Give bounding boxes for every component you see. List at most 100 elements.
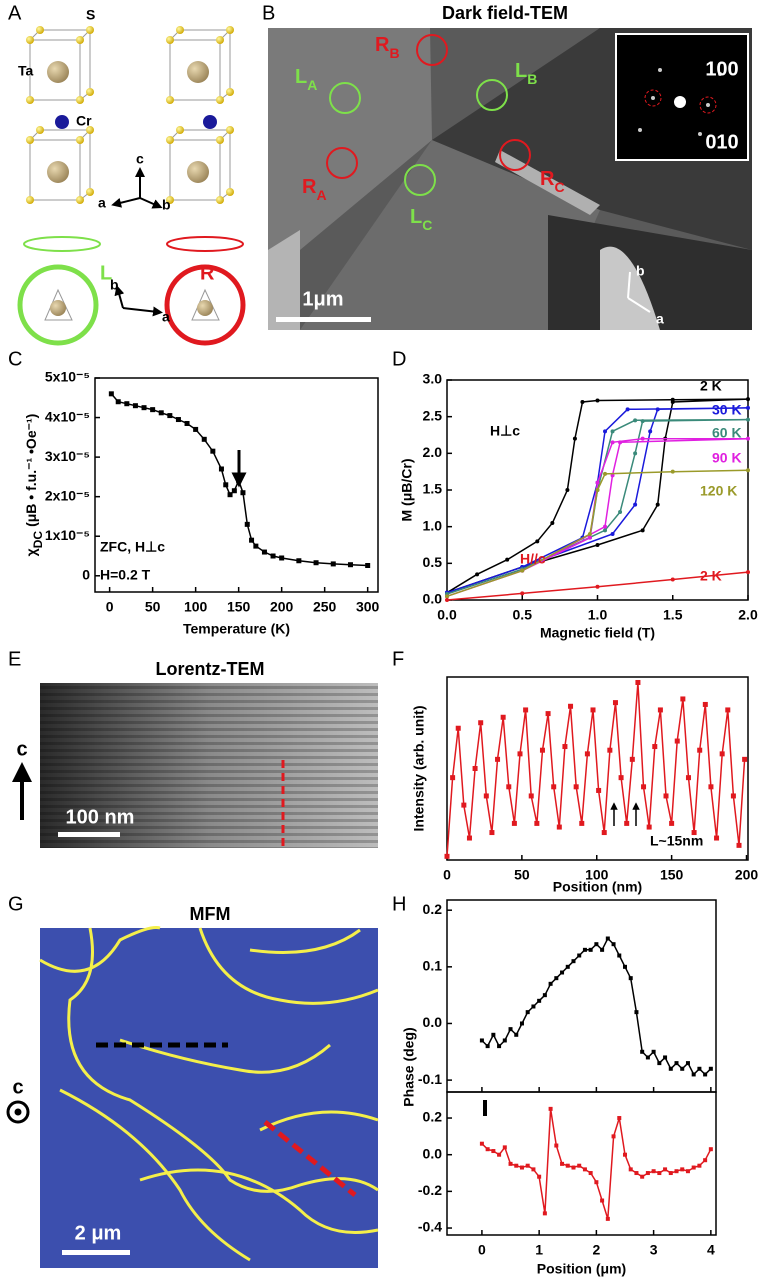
data-point: [640, 436, 645, 441]
data-point: [652, 744, 658, 750]
axis-label: c: [16, 738, 27, 760]
data-point: [571, 1165, 576, 1170]
data-point: [227, 492, 233, 498]
data-point: [472, 766, 478, 771]
domain-label: LB: [515, 60, 537, 86]
data-point: [150, 407, 156, 413]
data-point: [640, 1174, 645, 1179]
data-point: [502, 1038, 507, 1043]
diffraction-inset: [615, 33, 749, 161]
data-point: [270, 553, 276, 559]
data-point: [610, 532, 615, 536]
data-point: [708, 784, 714, 790]
y-tick-label: 2.0: [423, 444, 443, 460]
domain-label: RB: [375, 34, 400, 60]
data-point: [663, 793, 669, 799]
data-point: [603, 429, 608, 434]
data-point: [617, 1116, 622, 1121]
data-point: [607, 747, 613, 753]
y-tick-label: 0.0: [423, 1145, 443, 1161]
data-point: [618, 440, 623, 445]
data-point: [461, 802, 467, 808]
domain-circles: [326, 34, 531, 196]
y-tick-label: 0.1: [423, 958, 443, 974]
data-point: [296, 558, 302, 564]
data-point: [645, 1171, 650, 1176]
data-line: [481, 937, 712, 1076]
chirality-label: L: [100, 262, 112, 284]
y-tick-label: 0.0: [423, 591, 443, 607]
y-tick-label: 2.5: [423, 407, 443, 423]
data-point: [537, 1174, 542, 1179]
x-tick-label: 2: [592, 1242, 600, 1258]
triangle-cells: [44, 288, 220, 321]
data-point: [479, 1038, 484, 1043]
data-point: [628, 1167, 633, 1172]
data-point: [708, 1066, 713, 1071]
data-point: [478, 720, 484, 726]
y-tick-label: 1x10⁻⁵: [45, 527, 90, 543]
annotation: ZFC, H⊥c: [100, 539, 165, 555]
data-point: [633, 502, 638, 507]
data-point: [618, 775, 624, 781]
data-point: [624, 820, 630, 826]
data-point: [539, 747, 545, 753]
data-point: [746, 436, 750, 441]
data-point: [548, 1106, 553, 1111]
plot-frame: [446, 1091, 717, 1236]
y-tick-label: 5x10⁻⁵: [45, 369, 90, 385]
x-tick-label: 100: [585, 867, 609, 883]
data-point: [542, 993, 547, 998]
data-point: [697, 747, 703, 753]
data-point: [531, 1004, 536, 1009]
data-point: [651, 1169, 656, 1174]
data-point: [611, 942, 616, 947]
x-tick-label: 0.5: [513, 607, 533, 623]
axis-label: a: [656, 311, 664, 327]
x-tick-label: 2.0: [738, 607, 758, 623]
data-point: [175, 417, 181, 423]
data-point: [554, 1143, 559, 1148]
data-point: [495, 756, 501, 762]
data-point: [489, 830, 495, 836]
data-point: [746, 405, 750, 410]
data-point: [535, 539, 540, 544]
data-point: [483, 793, 489, 799]
data-point: [587, 535, 592, 540]
x-axis-label: Position (nm): [553, 879, 642, 895]
data-point: [475, 572, 480, 577]
x-axis-label: Temperature (K): [183, 621, 290, 637]
data-point: [600, 947, 605, 952]
data-point: [680, 696, 686, 702]
data-point: [517, 751, 523, 757]
data-point: [210, 448, 216, 454]
data-point: [628, 976, 633, 981]
x-tick-label: 150: [660, 867, 684, 883]
data-point: [674, 738, 680, 744]
data-point: [519, 1165, 524, 1170]
data-point: [603, 528, 608, 533]
y-tick-label: 0.2: [423, 1109, 443, 1125]
x-tick-label: 100: [184, 599, 208, 615]
data-point: [605, 1216, 610, 1221]
panel-label: B: [262, 2, 275, 24]
data-point: [714, 835, 720, 841]
data-point: [640, 1049, 645, 1054]
data-point: [511, 820, 517, 826]
x-axis-label: Magnetic field (T): [540, 625, 655, 641]
data-point: [703, 1158, 708, 1163]
data-point: [646, 824, 652, 830]
data-point: [445, 598, 449, 602]
data-point: [595, 584, 600, 589]
data-point: [703, 1072, 708, 1077]
data-point: [491, 1032, 496, 1037]
data-point: [141, 405, 147, 411]
data-point: [691, 1165, 696, 1170]
data-point: [365, 562, 371, 568]
data-point: [580, 400, 585, 404]
axis-label: c: [12, 1076, 23, 1098]
data-point: [746, 570, 750, 575]
panel-title: MFM: [190, 904, 231, 924]
panel-label: E: [8, 648, 21, 670]
